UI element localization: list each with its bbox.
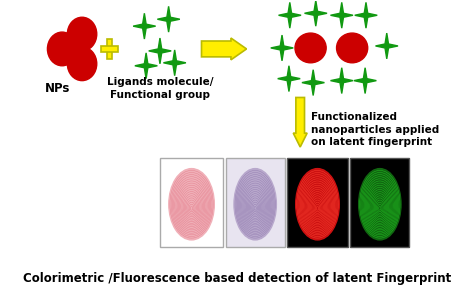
Polygon shape <box>304 0 327 26</box>
Polygon shape <box>278 66 300 91</box>
Polygon shape <box>330 2 353 28</box>
Text: NPs: NPs <box>45 82 71 95</box>
Bar <box>160 158 223 247</box>
Polygon shape <box>271 35 293 61</box>
Polygon shape <box>279 2 301 28</box>
Bar <box>107 39 112 59</box>
Ellipse shape <box>337 33 368 63</box>
Text: Ligands molecule/
Functional group: Ligands molecule/ Functional group <box>107 77 213 100</box>
Polygon shape <box>135 53 157 79</box>
Bar <box>226 158 284 247</box>
Polygon shape <box>133 13 155 39</box>
FancyArrow shape <box>293 98 307 147</box>
Polygon shape <box>164 50 186 76</box>
Ellipse shape <box>296 168 339 240</box>
Polygon shape <box>330 68 353 93</box>
Polygon shape <box>157 6 180 32</box>
Bar <box>101 46 118 52</box>
Polygon shape <box>149 38 171 64</box>
Circle shape <box>67 17 97 51</box>
Polygon shape <box>302 70 324 96</box>
Polygon shape <box>375 33 398 59</box>
Polygon shape <box>355 2 377 28</box>
Circle shape <box>47 32 77 66</box>
Circle shape <box>67 47 97 81</box>
Bar <box>287 158 348 247</box>
Ellipse shape <box>234 168 276 240</box>
Bar <box>350 158 409 247</box>
Ellipse shape <box>169 168 214 240</box>
Ellipse shape <box>359 168 401 240</box>
FancyArrow shape <box>201 38 246 60</box>
Ellipse shape <box>295 33 326 63</box>
Polygon shape <box>354 68 376 93</box>
Text: Colorimetric /Fluorescence based detection of latent Fingerprint: Colorimetric /Fluorescence based detecti… <box>23 272 451 285</box>
Text: Functionalized
nanoparticles applied
on latent fingerprint: Functionalized nanoparticles applied on … <box>310 112 439 147</box>
